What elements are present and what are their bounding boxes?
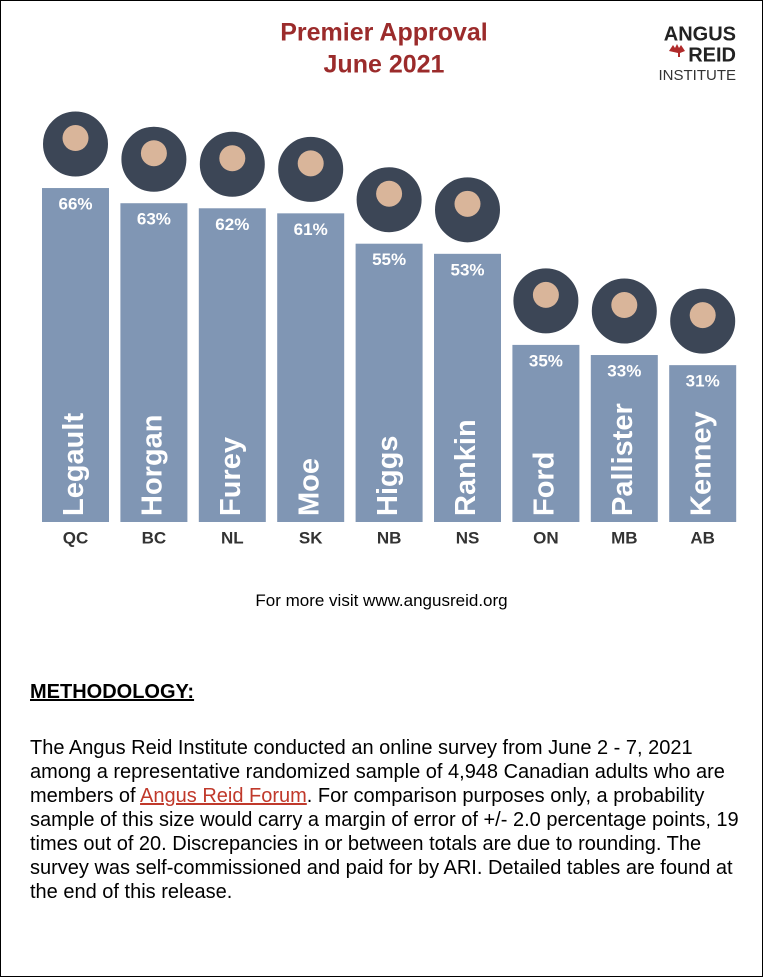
- photo-face: [689, 302, 716, 329]
- bar-name: Moe: [293, 458, 325, 516]
- bar-name: Furey: [215, 437, 247, 516]
- bar: [434, 253, 501, 522]
- value-label: 63%: [137, 210, 171, 229]
- value-label: 62%: [215, 215, 249, 234]
- bar-name: Horgan: [137, 415, 169, 517]
- photo-face: [532, 281, 559, 308]
- bar: [198, 208, 266, 522]
- footer-note: For more visit www.angusreid.org: [255, 591, 508, 610]
- value-label: 35%: [529, 351, 563, 370]
- x-tick-label: NB: [377, 528, 402, 547]
- logo-leaf: [669, 44, 685, 57]
- x-tick-label: NS: [456, 528, 480, 547]
- bar: [120, 203, 188, 522]
- bar-name: Pallister: [607, 403, 639, 516]
- chart: Premier Approval June 2021 ANGUS REID IN…: [42, 19, 737, 547]
- value-label: 61%: [294, 220, 328, 239]
- photo-face: [611, 292, 638, 319]
- bar: [512, 344, 580, 522]
- logo-line: ANGUS: [664, 23, 736, 45]
- photo-face: [376, 180, 403, 207]
- bar: [277, 213, 345, 522]
- methodology-heading: METHODOLOGY:: [30, 681, 195, 703]
- x-tick-label: QC: [63, 528, 89, 547]
- bar: [669, 365, 737, 522]
- value-label: 33%: [607, 362, 641, 381]
- bar-name: Higgs: [372, 435, 404, 516]
- chart-subtitle: June 2021: [324, 51, 445, 79]
- link[interactable]: Angus Reid Forum: [140, 785, 307, 807]
- bar: [42, 188, 109, 523]
- x-tick-label: SK: [299, 528, 323, 547]
- x-tick-label: ON: [533, 528, 559, 547]
- logo-line: INSTITUTE: [659, 67, 737, 84]
- chart-title: Premier Approval: [280, 19, 487, 47]
- photo-face: [454, 190, 481, 217]
- x-tick-label: BC: [142, 528, 167, 547]
- photo-face: [62, 125, 89, 152]
- photo-face: [219, 145, 246, 172]
- photo-face: [140, 140, 167, 167]
- bar-name: Kenney: [685, 411, 717, 516]
- bar-name: Legault: [58, 413, 90, 516]
- bar-name: Ford: [529, 452, 561, 516]
- x-tick-label: AB: [690, 528, 715, 547]
- logo-line: REID: [688, 44, 736, 66]
- value-label: 55%: [372, 250, 406, 269]
- methodology-text: The Angus Reid Institute conducted an on…: [30, 736, 750, 904]
- bar-name: Rankin: [450, 419, 482, 516]
- bar: [355, 243, 423, 522]
- x-tick-label: NL: [221, 528, 244, 547]
- value-label: 66%: [58, 195, 92, 214]
- text: The Angus Reid Institute conducted an on…: [30, 737, 725, 807]
- text: . For comparison purposes only, a probab…: [30, 785, 739, 903]
- value-label: 31%: [686, 372, 720, 391]
- bar: [590, 355, 658, 522]
- photo-face: [297, 150, 324, 177]
- x-tick-label: MB: [611, 528, 637, 547]
- value-label: 53%: [450, 260, 484, 279]
